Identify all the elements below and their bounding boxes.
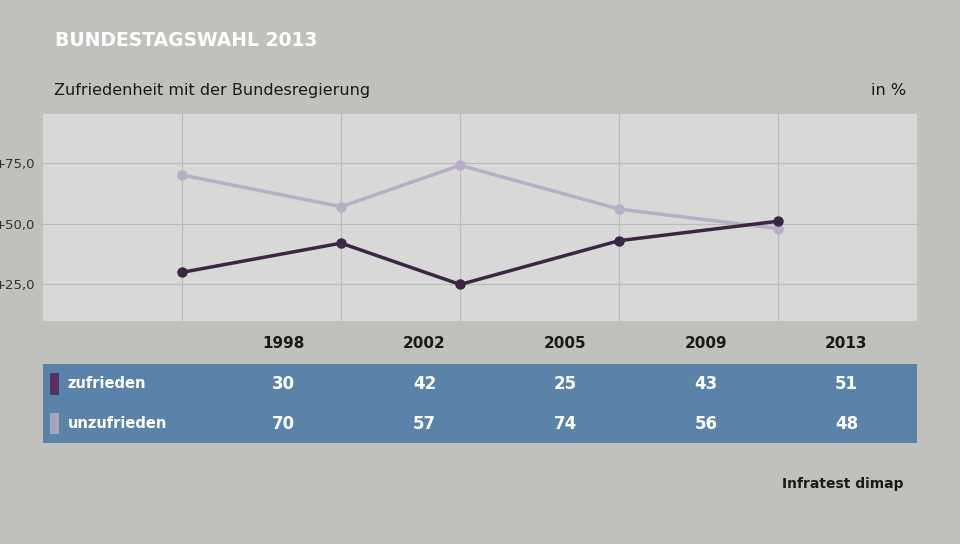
Text: 42: 42 xyxy=(413,375,436,393)
Text: Infratest dimap: Infratest dimap xyxy=(782,477,903,491)
Text: 48: 48 xyxy=(835,415,858,432)
Text: unzufrieden: unzufrieden xyxy=(67,416,167,431)
Text: 2002: 2002 xyxy=(403,336,445,351)
Text: 51: 51 xyxy=(835,375,858,393)
Text: in %: in % xyxy=(871,83,906,98)
Text: zufrieden: zufrieden xyxy=(67,376,146,391)
Text: 43: 43 xyxy=(694,375,717,393)
FancyBboxPatch shape xyxy=(50,412,59,435)
FancyBboxPatch shape xyxy=(50,373,59,395)
Text: 56: 56 xyxy=(694,415,717,432)
Text: 70: 70 xyxy=(273,415,296,432)
Text: 1998: 1998 xyxy=(263,336,305,351)
Text: 30: 30 xyxy=(273,375,296,393)
Text: 2005: 2005 xyxy=(544,336,587,351)
Text: 2013: 2013 xyxy=(826,336,868,351)
Text: 57: 57 xyxy=(413,415,436,432)
Text: Zufriedenheit mit der Bundesregierung: Zufriedenheit mit der Bundesregierung xyxy=(54,83,370,98)
Text: 74: 74 xyxy=(554,415,577,432)
Text: BUNDESTAGSWAHL 2013: BUNDESTAGSWAHL 2013 xyxy=(55,31,317,50)
Text: 2009: 2009 xyxy=(684,336,727,351)
Text: 25: 25 xyxy=(554,375,577,393)
FancyBboxPatch shape xyxy=(43,404,917,443)
FancyBboxPatch shape xyxy=(43,364,917,404)
